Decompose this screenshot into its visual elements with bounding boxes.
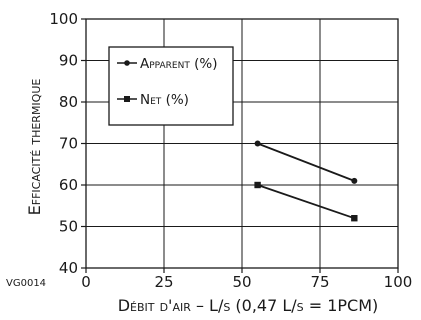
series-line-0 xyxy=(257,142,355,182)
x-axis-ticks: 0 25 50 75 100 xyxy=(81,268,412,291)
y-tick-label-100: 100 xyxy=(49,10,78,28)
point-1-0 xyxy=(254,181,261,189)
data-series xyxy=(254,140,358,222)
x-axis-title: Débit d'air – L/s (0,47 L/s = 1PCM) xyxy=(118,296,379,315)
y-tick-label-60: 60 xyxy=(59,176,78,194)
legend-label-apparent: Apparent (%) xyxy=(140,56,218,72)
y-tick-label-40: 40 xyxy=(59,259,78,277)
x-tick-label-75: 75 xyxy=(310,273,329,291)
x-tick-label-100: 100 xyxy=(384,273,413,291)
x-tick-label-25: 25 xyxy=(154,273,173,291)
y-tick-label-80: 80 xyxy=(59,93,78,111)
y-tick-label-70: 70 xyxy=(59,135,78,153)
point-0-0 xyxy=(254,140,261,147)
point-0-1 xyxy=(351,177,358,184)
y-axis-ticks: 40 50 60 70 80 90 100 xyxy=(49,10,86,277)
x-tick-label-50: 50 xyxy=(232,273,251,291)
y-tick-label-90: 90 xyxy=(59,52,78,70)
point-1-1 xyxy=(351,215,358,222)
figure-code: VG0014 xyxy=(6,278,46,289)
legend-marker-net xyxy=(124,96,130,102)
legend-box xyxy=(108,46,234,126)
legend-label-net: Net (%) xyxy=(140,92,189,108)
series-line-1 xyxy=(257,184,355,220)
y-tick-label-50: 50 xyxy=(59,218,78,236)
legend-marker-apparent xyxy=(124,60,130,66)
x-tick-label-0: 0 xyxy=(81,273,91,291)
legend: Apparent (%) Net (%) xyxy=(108,46,234,126)
y-axis-title: Efficacité thermique xyxy=(25,79,44,216)
